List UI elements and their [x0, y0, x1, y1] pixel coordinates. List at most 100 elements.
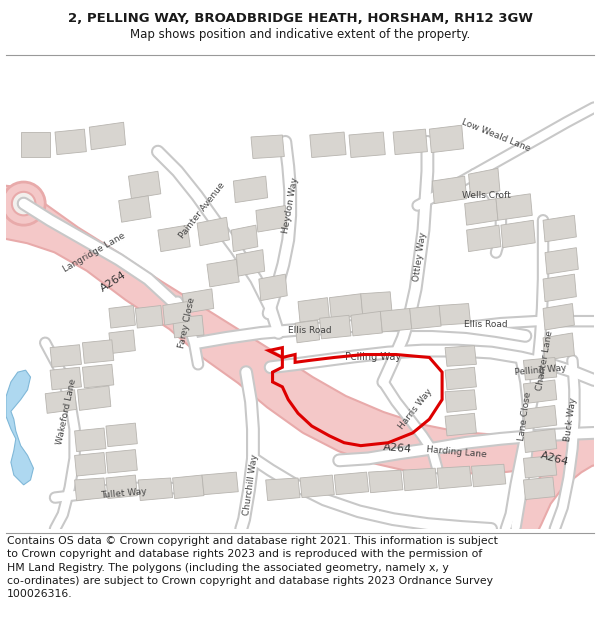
Text: Chanter Lane: Chanter Lane	[535, 329, 555, 391]
Text: A264: A264	[539, 450, 570, 467]
Polygon shape	[430, 125, 464, 152]
Polygon shape	[251, 135, 284, 159]
Polygon shape	[523, 429, 557, 452]
Polygon shape	[197, 217, 229, 246]
Polygon shape	[351, 311, 382, 336]
Polygon shape	[89, 122, 125, 150]
Polygon shape	[523, 380, 557, 404]
Polygon shape	[106, 423, 137, 447]
Text: Churchill Way: Churchill Way	[242, 454, 260, 516]
Polygon shape	[109, 330, 136, 354]
Polygon shape	[139, 478, 173, 501]
Polygon shape	[310, 132, 346, 158]
Polygon shape	[496, 194, 532, 220]
Polygon shape	[106, 475, 137, 499]
Polygon shape	[437, 466, 472, 489]
Polygon shape	[295, 320, 320, 342]
Polygon shape	[445, 390, 476, 412]
Polygon shape	[158, 225, 190, 252]
Polygon shape	[136, 306, 163, 328]
Polygon shape	[439, 304, 470, 325]
Polygon shape	[464, 199, 498, 225]
Text: Map shows position and indicative extent of the property.: Map shows position and indicative extent…	[130, 28, 470, 41]
Polygon shape	[300, 475, 334, 498]
Polygon shape	[472, 464, 506, 487]
Polygon shape	[545, 248, 578, 274]
Polygon shape	[403, 468, 437, 491]
Text: Pelling Way: Pelling Way	[514, 364, 566, 377]
Text: Buck Way: Buck Way	[563, 397, 578, 442]
Polygon shape	[173, 475, 204, 499]
Polygon shape	[106, 449, 137, 473]
Polygon shape	[469, 168, 500, 197]
Text: Low Weald Lane: Low Weald Lane	[460, 117, 532, 153]
Polygon shape	[334, 472, 368, 494]
Polygon shape	[523, 456, 557, 478]
Polygon shape	[349, 132, 385, 158]
Polygon shape	[256, 206, 287, 232]
Polygon shape	[329, 294, 363, 319]
Text: Heydon Way: Heydon Way	[281, 177, 299, 234]
Text: Ottley Way: Ottley Way	[412, 231, 427, 282]
Polygon shape	[361, 292, 392, 315]
Text: Harding Lane: Harding Lane	[426, 446, 487, 459]
Text: Ellis Road: Ellis Road	[288, 326, 332, 336]
Polygon shape	[543, 304, 574, 330]
Polygon shape	[6, 370, 34, 485]
Polygon shape	[266, 478, 300, 501]
Polygon shape	[467, 225, 501, 252]
Polygon shape	[82, 364, 114, 388]
Polygon shape	[393, 129, 427, 154]
Polygon shape	[445, 368, 476, 390]
Polygon shape	[74, 428, 106, 451]
Text: Langridge Lane: Langridge Lane	[62, 231, 127, 274]
Polygon shape	[119, 196, 151, 222]
Text: Harris Way: Harris Way	[397, 388, 434, 431]
Polygon shape	[259, 274, 287, 301]
Polygon shape	[543, 216, 577, 242]
Polygon shape	[233, 176, 268, 202]
Polygon shape	[74, 478, 106, 501]
Text: Tullet Way: Tullet Way	[100, 487, 147, 500]
Polygon shape	[207, 259, 239, 287]
Polygon shape	[523, 357, 557, 380]
Polygon shape	[445, 346, 476, 366]
Text: Wakeford Lane: Wakeford Lane	[55, 378, 78, 445]
Polygon shape	[74, 452, 106, 476]
Text: Contains OS data © Crown copyright and database right 2021. This information is : Contains OS data © Crown copyright and d…	[7, 536, 498, 599]
Polygon shape	[368, 470, 403, 492]
Polygon shape	[50, 368, 82, 390]
Polygon shape	[50, 345, 82, 368]
Polygon shape	[298, 298, 329, 322]
Polygon shape	[445, 413, 476, 436]
Polygon shape	[109, 306, 136, 328]
Polygon shape	[523, 406, 557, 429]
Polygon shape	[202, 472, 238, 494]
Polygon shape	[55, 129, 86, 154]
Polygon shape	[543, 274, 577, 302]
Polygon shape	[236, 249, 265, 276]
Polygon shape	[128, 171, 161, 199]
Text: Farey Close: Farey Close	[178, 297, 197, 349]
Circle shape	[12, 192, 35, 216]
Text: A264: A264	[383, 442, 413, 455]
Polygon shape	[501, 220, 535, 248]
Polygon shape	[232, 225, 258, 252]
Text: Wells Croft: Wells Croft	[462, 191, 511, 200]
Text: Ellis Road: Ellis Road	[464, 319, 508, 329]
Text: Pelling Way: Pelling Way	[346, 352, 401, 362]
Polygon shape	[410, 306, 441, 329]
Text: A264: A264	[99, 270, 128, 294]
Polygon shape	[380, 309, 412, 332]
Text: Lane Close: Lane Close	[518, 391, 533, 441]
Polygon shape	[163, 302, 189, 325]
Polygon shape	[523, 477, 555, 499]
Polygon shape	[173, 315, 204, 338]
Polygon shape	[433, 176, 467, 204]
Polygon shape	[21, 132, 50, 156]
Text: Painter Avenue: Painter Avenue	[178, 181, 227, 240]
Polygon shape	[543, 333, 574, 361]
Polygon shape	[82, 340, 114, 363]
Polygon shape	[320, 315, 351, 339]
Circle shape	[2, 182, 45, 225]
